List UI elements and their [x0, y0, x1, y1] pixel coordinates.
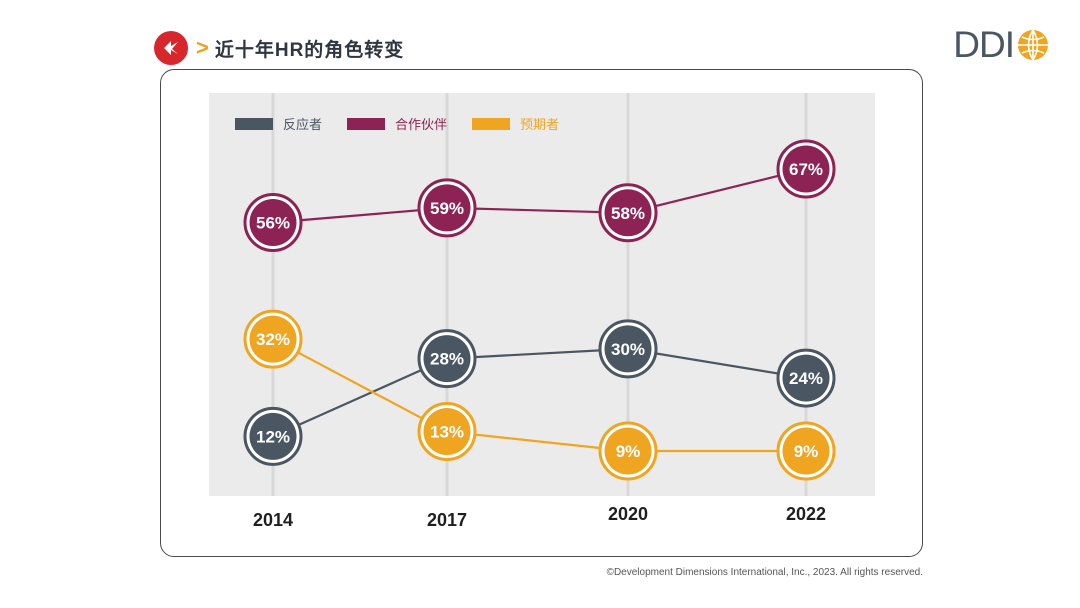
data-point-2-2	[604, 427, 652, 475]
data-point-0-0	[249, 412, 297, 460]
data-point-1-0	[249, 198, 297, 246]
series-line-2	[272, 338, 806, 453]
x-tick-label-2020: 2020	[608, 504, 648, 524]
data-label-2-2: 9%	[616, 442, 641, 461]
data-label-0-1: 28%	[430, 350, 464, 369]
data-label-2-1: 13%	[430, 423, 464, 442]
ddi-logo-text: DDI	[953, 24, 1015, 65]
x-tick-label-2017: 2017	[427, 510, 467, 530]
series-line-1	[272, 167, 807, 224]
data-point-0-3	[782, 354, 830, 402]
data-label-2-0: 32%	[256, 330, 290, 349]
data-point-2-1	[423, 408, 471, 456]
data-label-1-3: 67%	[789, 160, 823, 179]
legend-swatch-0	[235, 118, 273, 130]
slide-header: > 近十年HR的角色转变	[154, 30, 404, 66]
page-title: 近十年HR的角色转变	[214, 39, 405, 61]
brand-badge-icon	[154, 31, 188, 65]
data-point-0-1	[423, 335, 471, 383]
legend-label-0: 反应者	[283, 117, 322, 133]
data-label-0-3: 24%	[789, 369, 823, 388]
data-label-1-0: 56%	[256, 213, 290, 232]
plot-background	[209, 93, 875, 496]
data-label-1-2: 58%	[611, 204, 645, 223]
x-tick-label-2022: 2022	[786, 504, 826, 524]
copyright-footer: ©Development Dimensions International, I…	[606, 567, 923, 578]
legend-label-2: 预期者	[520, 118, 559, 133]
chevron-right-icon: >	[196, 35, 209, 60]
data-label-1-1: 59%	[430, 199, 464, 218]
ddi-logo: DDI	[953, 24, 1050, 66]
data-point-1-1	[423, 184, 471, 232]
globe-icon	[1018, 29, 1048, 61]
data-point-2-0	[249, 315, 297, 363]
data-point-0-2	[604, 325, 652, 373]
data-label-2-3: 9%	[794, 442, 819, 461]
legend-swatch-1	[347, 118, 385, 130]
legend-swatch-2	[472, 118, 510, 130]
data-label-0-0: 12%	[256, 427, 290, 446]
series-line-0	[272, 347, 807, 438]
data-point-1-3	[782, 145, 830, 193]
chart-frame	[160, 69, 923, 557]
data-label-0-2: 30%	[611, 340, 645, 359]
legend-label-1: 合作伙伴	[395, 118, 447, 133]
data-point-2-3	[782, 427, 830, 475]
data-point-1-2	[604, 189, 652, 237]
x-tick-label-2014: 2014	[253, 510, 293, 530]
